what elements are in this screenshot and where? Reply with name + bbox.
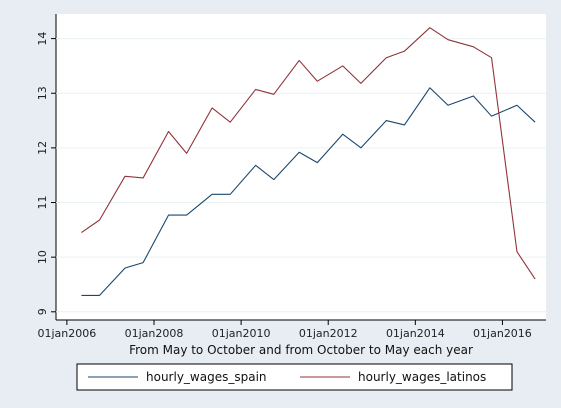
- y-tick-label: 14: [36, 32, 49, 46]
- x-tick-label: 01jan2012: [299, 327, 358, 340]
- legend-label-latinos: hourly_wages_latinos: [358, 370, 486, 384]
- plot-area: [56, 14, 546, 320]
- x-ticks: 01jan2006 01jan2008 01jan2010 01jan2012 01ja…: [38, 320, 532, 340]
- series-line-hourly-wages-spain: [81, 87, 536, 296]
- x-tick-label: 01jan2016: [473, 327, 532, 340]
- y-tick-label: 13: [36, 86, 49, 100]
- y-ticks: 9 10 11 12 13 14: [36, 32, 56, 315]
- y-tick-label: 9: [36, 308, 49, 315]
- series-lines: [81, 27, 536, 296]
- x-tick-label: 01jan2010: [212, 327, 271, 340]
- x-tick-label: 01jan2006: [38, 327, 97, 340]
- y-tick-label: 12: [36, 141, 49, 155]
- y-tick-label: 10: [36, 250, 49, 264]
- legend: hourly_wages_spain hourly_wages_latinos: [76, 363, 513, 391]
- grid-lines: [56, 38, 546, 313]
- x-tick-label: 01jan2014: [386, 327, 445, 340]
- legend-box: [76, 363, 513, 391]
- x-axis-label: From May to October and from October to …: [129, 343, 473, 357]
- y-tick-label: 11: [36, 196, 49, 210]
- legend-label-spain: hourly_wages_spain: [146, 370, 267, 384]
- series-line-hourly-wages-latinos: [81, 27, 536, 280]
- x-tick-label: 01jan2008: [125, 327, 184, 340]
